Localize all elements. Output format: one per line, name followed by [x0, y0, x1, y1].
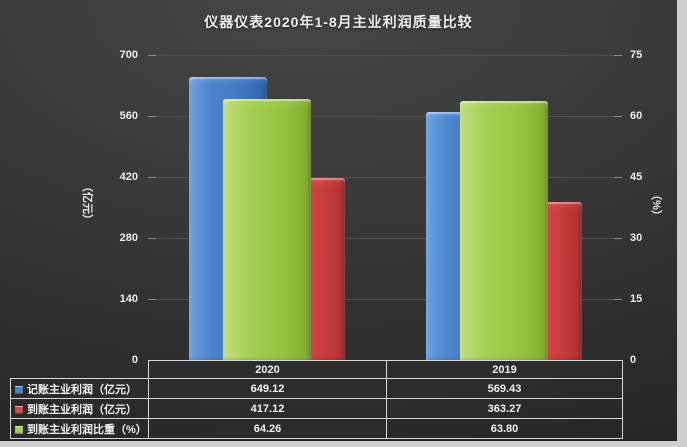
gridline [148, 238, 622, 239]
value-cell-green-2019: 63.80 [386, 418, 623, 439]
chart-canvas: 仪器仪表2020年1-8月主业利润质量比较 700 560 420 280 140 0 7… [0, 0, 677, 441]
series-name: 到账主业利润比重（%） [27, 423, 147, 436]
legend-swatch-blue-icon [15, 385, 23, 394]
left-axis-tick-label: 420 [119, 171, 138, 183]
data-table: 2020 2019 记账主业利润（亿元） 649.12 569.43 到账主业利润（亿元）… [10, 360, 623, 439]
table-row: 到账主业利润（亿元） 417.12 363.27 [10, 398, 623, 419]
value-cell-red-2020: 417.12 [148, 398, 387, 419]
left-axis-tick-label: 0 [131, 354, 138, 366]
right-axis-tick-label: 45 [630, 171, 643, 183]
left-axis-tick [148, 177, 156, 178]
right-axis-tick [614, 299, 622, 300]
bar-green-2020 [223, 99, 311, 360]
legend-swatch-green-icon [15, 425, 23, 434]
table-row: 记账主业利润（亿元） 649.12 569.43 [10, 378, 623, 399]
right-axis-tick [614, 177, 622, 178]
right-axis-tick [614, 116, 622, 117]
table-header-row: 2020 2019 [11, 360, 623, 379]
left-axis-tick-label: 280 [119, 232, 138, 244]
series-label-cell: 到账主业利润（亿元） [10, 398, 149, 419]
right-axis-tick [614, 238, 622, 239]
value-cell-blue-2019: 569.43 [386, 378, 623, 399]
category-header-2020: 2020 [148, 360, 387, 379]
left-axis-title: （亿元） [81, 181, 93, 225]
series-name: 到账主业利润（亿元） [27, 403, 137, 416]
series-name: 记账主业利润（亿元） [27, 383, 137, 396]
value-cell-red-2019: 363.27 [386, 398, 623, 419]
category-header-2019: 2019 [386, 360, 623, 379]
left-axis-tick-label: 700 [119, 49, 138, 61]
gridline [148, 299, 622, 300]
right-axis-tick-label: 15 [630, 293, 643, 305]
bar-green-2019 [460, 101, 548, 360]
table-corner-cell [11, 361, 149, 379]
right-axis-title: （%） [650, 189, 662, 221]
table-row: 到账主业利润比重（%） 64.26 63.80 [10, 418, 623, 439]
plot-area [148, 55, 622, 360]
left-axis-tick [148, 238, 156, 239]
value-cell-green-2020: 64.26 [148, 418, 387, 439]
right-axis-tick-label: 0 [630, 354, 637, 366]
right-axis-tick-label: 30 [630, 232, 643, 244]
chart-title: 仪器仪表2020年1-8月主业利润质量比较 [204, 14, 473, 30]
value-cell-blue-2020: 649.12 [148, 378, 387, 399]
gridline [148, 116, 622, 117]
right-axis-tick-label: 75 [630, 49, 643, 61]
left-axis-tick [148, 55, 156, 56]
right-axis-tick-label: 60 [630, 110, 643, 122]
right-axis-tick [614, 55, 622, 56]
left-axis-tick [148, 116, 156, 117]
gridline [148, 55, 622, 56]
left-axis-tick-label: 140 [119, 293, 138, 305]
left-axis-tick [148, 299, 156, 300]
left-axis-tick-label: 560 [119, 110, 138, 122]
gridline [148, 177, 622, 178]
legend-swatch-red-icon [15, 405, 23, 414]
series-label-cell: 到账主业利润比重（%） [10, 418, 149, 439]
series-label-cell: 记账主业利润（亿元） [10, 378, 149, 399]
